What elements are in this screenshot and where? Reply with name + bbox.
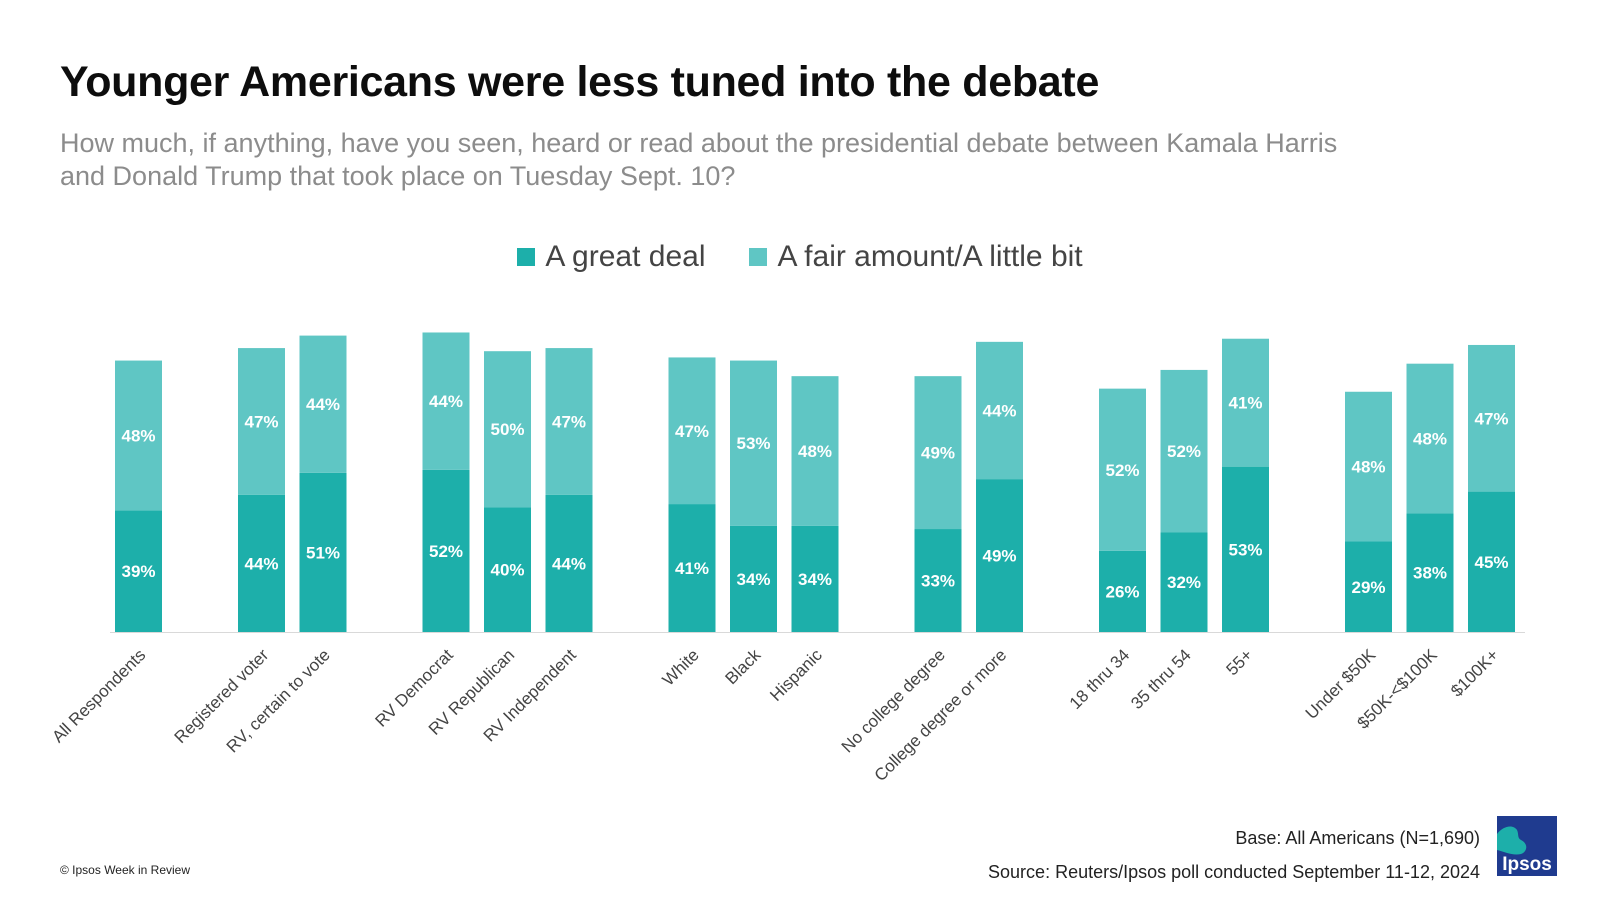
data-label-fair-little-50k-100k: 48% <box>1413 430 1447 449</box>
copyright-note: © Ipsos Week in Review <box>60 863 191 877</box>
category-label-black: Black <box>721 645 764 688</box>
legend-swatch-fair-little <box>749 248 768 266</box>
data-label-fair-little-18-thru-34: 52% <box>1105 461 1139 480</box>
bar-fair-little-50k-100k <box>1406 363 1454 514</box>
bar-fair-little-rv-democrat <box>422 332 470 470</box>
category-label-55: 55+ <box>1222 645 1256 679</box>
data-label-great-deal-hispanic: 34% <box>798 570 832 589</box>
data-label-fair-little-hispanic: 48% <box>798 442 832 461</box>
data-label-great-deal-rv-republican: 40% <box>490 561 524 580</box>
bar-great-deal-rv-republican <box>484 507 531 632</box>
bar-great-deal-100k <box>1468 491 1515 632</box>
source-note: Source: Reuters/Ipsos poll conducted Sep… <box>988 862 1480 882</box>
base-note: Base: All Americans (N=1,690) <box>1235 828 1480 848</box>
data-label-great-deal-all-respondents: 39% <box>121 562 155 581</box>
bar-great-deal-all-respondents <box>115 510 162 632</box>
bar-fair-little-rv-republican <box>484 351 531 508</box>
legend: A great deal A fair amount/A little bit <box>0 240 1600 274</box>
data-label-fair-little-rv-independent: 47% <box>552 412 586 431</box>
bar-great-deal-no-college-degree <box>914 529 962 632</box>
data-label-great-deal-rv-democrat: 52% <box>429 542 463 561</box>
category-label-35-thru-54: 35 thru 54 <box>1127 645 1195 713</box>
data-label-great-deal-50k-100k: 38% <box>1413 564 1447 583</box>
bar-fair-little-hispanic <box>791 376 839 526</box>
data-label-great-deal-no-college-degree: 33% <box>921 572 955 591</box>
data-label-fair-little-white: 47% <box>675 422 709 441</box>
data-label-great-deal-55: 53% <box>1228 540 1262 559</box>
bar-fair-little-under-50k <box>1345 391 1392 542</box>
bar-great-deal-rv-democrat <box>422 469 470 632</box>
bar-fair-little-rv-independent <box>545 348 593 495</box>
ipsos-logo-icon: Ipsos <box>1497 816 1557 876</box>
bar-great-deal-hispanic <box>791 525 839 632</box>
category-label-rv-certain-to-vote: RV, certain to vote <box>223 645 334 756</box>
bar-fair-little-18-thru-34 <box>1099 388 1146 551</box>
data-label-great-deal-rv-certain-to-vote: 51% <box>306 543 340 562</box>
bar-great-deal-rv-certain-to-vote <box>299 472 347 632</box>
data-label-fair-little-rv-democrat: 44% <box>429 392 463 411</box>
data-label-fair-little-registered-voter: 47% <box>244 412 278 431</box>
bar-great-deal-college-degree-or-more <box>976 479 1023 632</box>
bar-fair-little-all-respondents <box>115 360 162 511</box>
data-label-fair-little-55: 41% <box>1228 394 1262 413</box>
legend-label-fair-little: A fair amount/A little bit <box>777 240 1083 273</box>
category-label-white: White <box>659 645 703 689</box>
bar-great-deal-black <box>730 525 777 632</box>
data-label-fair-little-college-degree-or-more: 44% <box>982 401 1016 420</box>
data-label-fair-little-100k: 47% <box>1474 409 1508 428</box>
bar-fair-little-rv-certain-to-vote <box>299 335 347 473</box>
data-label-fair-little-rv-republican: 50% <box>490 420 524 439</box>
category-label-no-college-degree: No college degree <box>838 645 949 756</box>
category-label-100k: $100K+ <box>1447 645 1502 700</box>
data-label-great-deal-black: 34% <box>736 570 770 589</box>
data-label-great-deal-35-thru-54: 32% <box>1167 573 1201 592</box>
bar-fair-little-55 <box>1222 338 1269 467</box>
data-label-fair-little-all-respondents: 48% <box>121 426 155 445</box>
bar-great-deal-under-50k <box>1345 541 1392 632</box>
bar-fair-little-black <box>730 360 777 526</box>
data-label-great-deal-rv-independent: 44% <box>552 554 586 573</box>
bar-great-deal-35-thru-54 <box>1160 532 1208 632</box>
category-label-18-thru-34: 18 thru 34 <box>1066 645 1134 713</box>
bar-great-deal-55 <box>1222 466 1269 632</box>
data-label-great-deal-under-50k: 29% <box>1351 578 1385 597</box>
data-label-fair-little-no-college-degree: 49% <box>921 444 955 463</box>
bar-great-deal-18-thru-34 <box>1099 550 1146 632</box>
data-label-great-deal-100k: 45% <box>1474 553 1508 572</box>
bar-great-deal-rv-independent <box>545 494 593 632</box>
category-label-all-respondents: All Respondents <box>48 645 149 746</box>
logo-figure <box>1497 826 1527 855</box>
bar-great-deal-50k-100k <box>1406 513 1454 632</box>
data-label-great-deal-white: 41% <box>675 559 709 578</box>
legend-label-great-deal: A great deal <box>545 240 706 273</box>
bar-fair-little-100k <box>1468 344 1515 492</box>
bar-great-deal-registered-voter <box>238 494 285 632</box>
bar-fair-little-35-thru-54 <box>1160 369 1208 533</box>
bar-fair-little-college-degree-or-more <box>976 341 1023 480</box>
legend-item-great-deal: A great deal <box>517 240 705 274</box>
logo-text: Ipsos <box>1502 854 1552 875</box>
chart-title: Younger Americans were less tuned into t… <box>60 58 1100 106</box>
data-label-fair-little-rv-certain-to-vote: 44% <box>306 395 340 414</box>
chart-subtitle: How much, if anything, have you seen, he… <box>60 128 1338 191</box>
data-label-fair-little-under-50k: 48% <box>1351 458 1385 477</box>
bar-fair-little-no-college-degree <box>914 376 962 530</box>
bar-great-deal-white <box>668 504 716 632</box>
legend-swatch-great-deal <box>517 248 536 266</box>
data-label-fair-little-black: 53% <box>736 434 770 453</box>
category-label-hispanic: Hispanic <box>766 645 826 705</box>
data-label-fair-little-35-thru-54: 52% <box>1167 442 1201 461</box>
legend-item-fair-little: A fair amount/A little bit <box>749 240 1083 274</box>
data-label-great-deal-18-thru-34: 26% <box>1105 582 1139 601</box>
data-label-great-deal-college-degree-or-more: 49% <box>982 547 1016 566</box>
bar-fair-little-registered-voter <box>238 348 285 495</box>
data-label-great-deal-registered-voter: 44% <box>244 554 278 573</box>
bar-fair-little-white <box>668 357 716 505</box>
